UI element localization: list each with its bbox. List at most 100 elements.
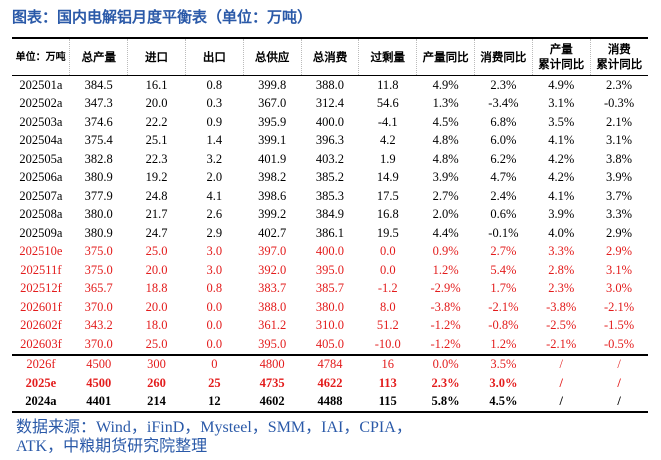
table-cell: 374.6 bbox=[84, 114, 113, 129]
table-cell: 3.3% bbox=[548, 244, 575, 259]
table-cell: 202603f bbox=[20, 336, 62, 351]
table-cell: 22.3 bbox=[145, 151, 168, 166]
table-cell: 380.9 bbox=[84, 170, 113, 185]
table-cell: 399.1 bbox=[258, 133, 287, 148]
table-cell: 377.9 bbox=[84, 188, 113, 203]
table-cell: 202510e bbox=[19, 244, 63, 259]
table-cell: 18.0 bbox=[145, 318, 168, 333]
table-cell: 19.2 bbox=[145, 170, 168, 185]
table-cell: -2.1% bbox=[603, 299, 635, 314]
header-cell: 总产量 bbox=[69, 37, 128, 76]
table-cell: 202508a bbox=[19, 207, 63, 222]
table-cell: 392.0 bbox=[258, 262, 287, 277]
table-cell: -2.9% bbox=[430, 281, 461, 296]
table-cell: 405.0 bbox=[315, 336, 345, 351]
table-row: 202507a 377.9 24.8 4.1 398.6 385.3 17.5 2.7% 2.4… bbox=[12, 187, 648, 206]
table-cell: 3.0% bbox=[606, 281, 633, 296]
table-cell: -1.5% bbox=[603, 318, 635, 333]
table-cell: 0 bbox=[185, 353, 244, 374]
table-cell: 4622 bbox=[317, 375, 343, 390]
table-cell: 0.9% bbox=[432, 244, 459, 259]
table-cell: 3.3% bbox=[606, 207, 633, 222]
table-cell: 24.8 bbox=[145, 188, 168, 203]
table-cell: 3.5% bbox=[548, 114, 575, 129]
table-cell: 312.4 bbox=[315, 96, 345, 111]
table-cell: 2.8% bbox=[548, 262, 575, 277]
table-cell: 382.8 bbox=[84, 151, 113, 166]
table-cell: 0.0 bbox=[206, 336, 223, 351]
table-cell: 11.8 bbox=[377, 77, 399, 92]
source-note: 数据来源：Wind，iFinD，Mysteel，SMM，IAI，CPIA，ATK… bbox=[16, 419, 412, 455]
table-cell: 14.9 bbox=[376, 170, 399, 185]
table-cell: 5.4% bbox=[490, 262, 517, 277]
table-cell: 2.4% bbox=[490, 188, 517, 203]
table-row: 202508a 380.0 21.7 2.6 399.2 384.9 16.8 2.0% 0.6… bbox=[12, 206, 648, 225]
table-cell: 4602 bbox=[243, 392, 302, 413]
header-cell: 单位：万吨 bbox=[12, 37, 70, 76]
table-row: 202503a 374.6 22.2 0.9 395.9 400.0 -4.1 4.5% 6.8… bbox=[12, 113, 648, 132]
header-cell: 消费同比 bbox=[474, 37, 533, 76]
table-cell: 0.8 bbox=[206, 77, 223, 92]
table-cell: -1.2 bbox=[377, 281, 398, 296]
table-cell: 2.7% bbox=[490, 244, 517, 259]
table-cell: 113 bbox=[378, 375, 397, 390]
table-cell: 4.1 bbox=[206, 188, 223, 203]
table-cell: 395.0 bbox=[315, 262, 345, 277]
table-cell: 51.2 bbox=[376, 318, 399, 333]
table-cell: 202505a bbox=[19, 151, 63, 166]
table-cell: 343.2 bbox=[84, 318, 113, 333]
table-cell: 2.6 bbox=[206, 207, 223, 222]
table-cell: -4.1 bbox=[377, 114, 398, 129]
table-cell: 4.5% bbox=[432, 114, 459, 129]
table-cell: 386.1 bbox=[315, 225, 345, 240]
table-cell: 202509a bbox=[19, 225, 63, 240]
table-cell: 6.0% bbox=[490, 133, 517, 148]
table-cell: 202502a bbox=[19, 96, 63, 111]
table-cell: 1.4 bbox=[206, 133, 223, 148]
table-cell: 370.0 bbox=[84, 336, 113, 351]
table-cell: 385.2 bbox=[315, 170, 345, 185]
table-cell: 3.2 bbox=[206, 151, 223, 166]
table-row: 2024a 4401 214 12 4602 4488 115 5.8% 4.5% / / bbox=[12, 392, 648, 413]
header-cell: 总供应 bbox=[242, 37, 302, 76]
table-cell: 3.9% bbox=[548, 207, 575, 222]
table-cell: 12 bbox=[185, 392, 244, 413]
table-cell: 3.0 bbox=[206, 262, 223, 277]
table-row: 202505a 382.8 22.3 3.2 401.9 403.2 1.9 4.8% 6.2%… bbox=[12, 150, 648, 169]
table-cell: 2.7% bbox=[432, 188, 459, 203]
table-cell: -10.0 bbox=[374, 336, 401, 351]
table-cell: 1.7% bbox=[490, 281, 517, 296]
table-cell: 388.0 bbox=[315, 77, 345, 92]
table-cell: 115 bbox=[358, 392, 417, 413]
table-cell: 403.2 bbox=[315, 151, 345, 166]
table-cell: 202506a bbox=[19, 170, 63, 185]
table-cell: / bbox=[559, 375, 563, 390]
table-cell: 4.2% bbox=[548, 151, 575, 166]
table-cell: 4.7% bbox=[490, 170, 517, 185]
table-cell: 25.1 bbox=[145, 133, 168, 148]
table-cell: 0.8 bbox=[206, 281, 223, 296]
table-row: 2025e 4500 260 25 4735 4622 113 2.3% 3.0% / / bbox=[12, 374, 648, 393]
table-cell: 6.8% bbox=[490, 114, 517, 129]
table-cell: 375.0 bbox=[84, 244, 113, 259]
table-cell: 0.9 bbox=[206, 114, 223, 129]
table-cell: 2.0 bbox=[206, 170, 223, 185]
table-cell: 375.0 bbox=[84, 262, 113, 277]
table-cell: 367.0 bbox=[258, 96, 287, 111]
table-cell: 0.6% bbox=[490, 207, 517, 222]
table-cell: -0.1% bbox=[488, 225, 519, 240]
table-cell: 401.9 bbox=[258, 151, 287, 166]
table-cell: 25 bbox=[208, 375, 221, 390]
table-cell: 1.2% bbox=[490, 336, 517, 351]
header-row: 单位：万吨 总产量 进口 出口 总供应 总消费 过剩量 产量同比 消费同比 产量 累计同比 消费 累… bbox=[12, 37, 648, 76]
table-cell: 4.5% bbox=[474, 392, 533, 413]
table-cell: 2.3% bbox=[606, 77, 633, 92]
table-cell: 370.0 bbox=[84, 299, 113, 314]
table-cell: 202601f bbox=[20, 299, 62, 314]
table-cell: 1.9 bbox=[379, 151, 396, 166]
table-cell: -1.2% bbox=[430, 336, 461, 351]
header-cell: 产量同比 bbox=[416, 37, 475, 76]
table-cell: 2.0% bbox=[432, 207, 459, 222]
table-cell: 347.3 bbox=[84, 96, 113, 111]
